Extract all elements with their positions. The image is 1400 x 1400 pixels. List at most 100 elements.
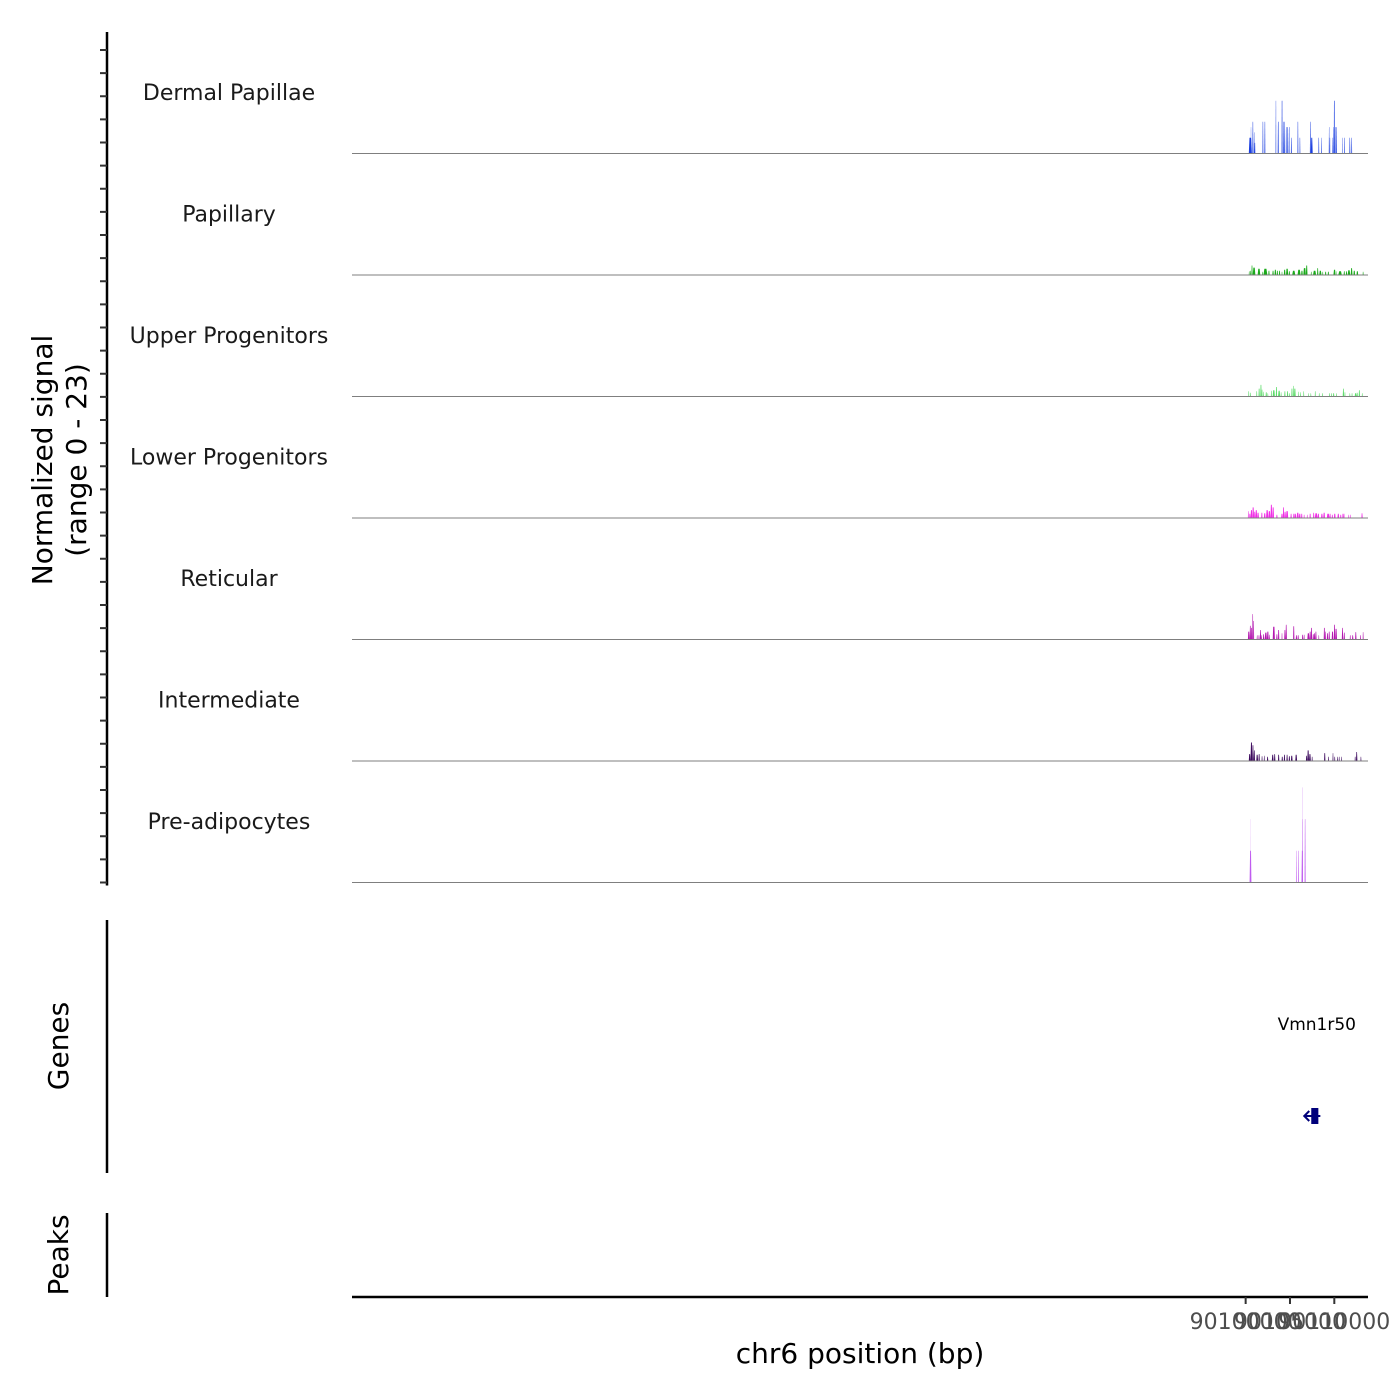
coverage-peak: [1261, 389, 1263, 397]
coverage-peak: [1342, 388, 1345, 397]
coverage-peak: [1358, 390, 1360, 397]
coverage-peak: [1323, 627, 1325, 640]
coverage-peak: [1282, 507, 1285, 518]
coverage-peak: [1294, 388, 1296, 397]
gene-strand-arrow: [1302, 1110, 1310, 1122]
coverage-peak: [1281, 271, 1283, 275]
coverage-peak: [1309, 754, 1311, 761]
coverage-peak: [1328, 127, 1330, 154]
coverage-peak: [1298, 391, 1299, 397]
coverage-peak: [1331, 514, 1333, 518]
coverage-peak: [1341, 627, 1344, 640]
coverage-peak: [1272, 507, 1274, 518]
coverage-peak: [1305, 265, 1308, 275]
track-label: Dermal Papillae: [143, 81, 315, 106]
coverage-peak: [1341, 756, 1342, 761]
coverage-peak: [1284, 121, 1285, 154]
coverage-peak: [1325, 631, 1326, 640]
coverage-peak: [1310, 137, 1313, 154]
coverage-peak: [1286, 511, 1289, 518]
coverage-peak: [1307, 633, 1310, 640]
coverage-peak: [1274, 269, 1277, 275]
coverage-peak: [1266, 510, 1269, 518]
coverage-peak: [1284, 511, 1286, 518]
coverage-peak: [1333, 393, 1335, 397]
coverage-ylabel-range: (range 0 - 23): [60, 363, 93, 557]
coverage-peak: [1337, 756, 1338, 761]
coverage-peak: [1342, 513, 1344, 518]
coverage-peak: [1333, 127, 1334, 154]
coverage-peak: [1277, 121, 1279, 154]
coverage-peak: [1284, 630, 1286, 640]
coverage-peak: [1252, 267, 1256, 275]
gene-label: Vmn1r50: [1278, 1015, 1356, 1035]
coverage-peak: [1256, 754, 1259, 761]
coverage-peak: [1281, 100, 1283, 154]
coverage-peak: [1326, 633, 1329, 640]
coverage-peak: [1261, 512, 1263, 518]
coverage-peak: [1354, 756, 1356, 761]
coverage-peak: [1338, 756, 1340, 761]
coverage-peak: [1353, 270, 1356, 275]
coverage-peak: [1336, 271, 1337, 275]
coverage-peak: [1322, 271, 1324, 275]
coverage-peak: [1351, 393, 1353, 397]
coverage-peak: [1329, 393, 1330, 397]
coverage-peak: [1247, 631, 1250, 640]
coverage-peak: [1258, 388, 1260, 397]
coverage-peak: [1267, 393, 1269, 397]
coverage-peak: [1313, 633, 1316, 640]
coverage-peak: [1361, 513, 1363, 518]
coverage-peak: [1318, 393, 1320, 397]
coverage-peak: [1344, 137, 1345, 154]
coverage-peak: [1334, 756, 1336, 761]
coverage-peak: [1321, 513, 1323, 518]
coverage-peak: [1349, 393, 1351, 397]
coverage-peak: [1307, 750, 1309, 761]
track-3: Lower Progenitors: [130, 446, 1368, 519]
coverage-peak: [1290, 755, 1293, 761]
coverage-peak: [1297, 635, 1299, 640]
coverage-peak: [1263, 513, 1266, 518]
coverage-peak: [1297, 121, 1299, 154]
coverage-peak: [1252, 121, 1254, 154]
coverage-peak: [1349, 635, 1351, 640]
coverage-peak: [1345, 271, 1348, 275]
track-label: Lower Progenitors: [130, 446, 328, 471]
coverage-peak: [1309, 513, 1311, 518]
coverage-peak: [1249, 625, 1251, 640]
coverage-peak: [1362, 271, 1364, 275]
coverage-peak: [1300, 392, 1302, 397]
coverage-peak: [1254, 142, 1256, 154]
coverage-peak: [1325, 271, 1327, 275]
coverage-peak: [1248, 271, 1250, 275]
coverage-peak: [1252, 614, 1254, 640]
coverage-peak: [1276, 634, 1278, 640]
coverage-peak: [1286, 268, 1289, 275]
peaks-ylabel: Peaks: [42, 1214, 75, 1295]
coverage-peak: [1264, 632, 1267, 640]
coverage-peak: [1252, 745, 1254, 761]
coverage-peak: [1303, 268, 1306, 275]
coverage-peak: [1308, 393, 1309, 397]
coverage-peak: [1274, 754, 1276, 761]
coverage-peak: [1264, 121, 1266, 154]
coverage-peak: [1278, 630, 1280, 640]
coverage-peak: [1334, 127, 1336, 154]
coverage-peak: [1331, 631, 1334, 640]
coverage-peak: [1306, 514, 1308, 518]
coverage-peak: [1329, 513, 1331, 518]
genes-ylabel: Genes: [42, 1002, 75, 1090]
coverage-peak: [1272, 270, 1274, 275]
track-label: Reticular: [180, 567, 278, 592]
coverage-peak: [1348, 514, 1349, 518]
coverage-peak: [1258, 754, 1260, 761]
coverage-peak: [1298, 513, 1301, 518]
coverage-peak: [1262, 391, 1264, 397]
track-label: Intermediate: [158, 689, 300, 714]
coverage-peak: [1338, 271, 1342, 275]
coverage-tracks: Dermal Papillae Papillary Upper Progenitor…: [130, 81, 1368, 883]
coverage-peak: [1362, 632, 1364, 640]
coverage-peak: [1249, 850, 1252, 883]
